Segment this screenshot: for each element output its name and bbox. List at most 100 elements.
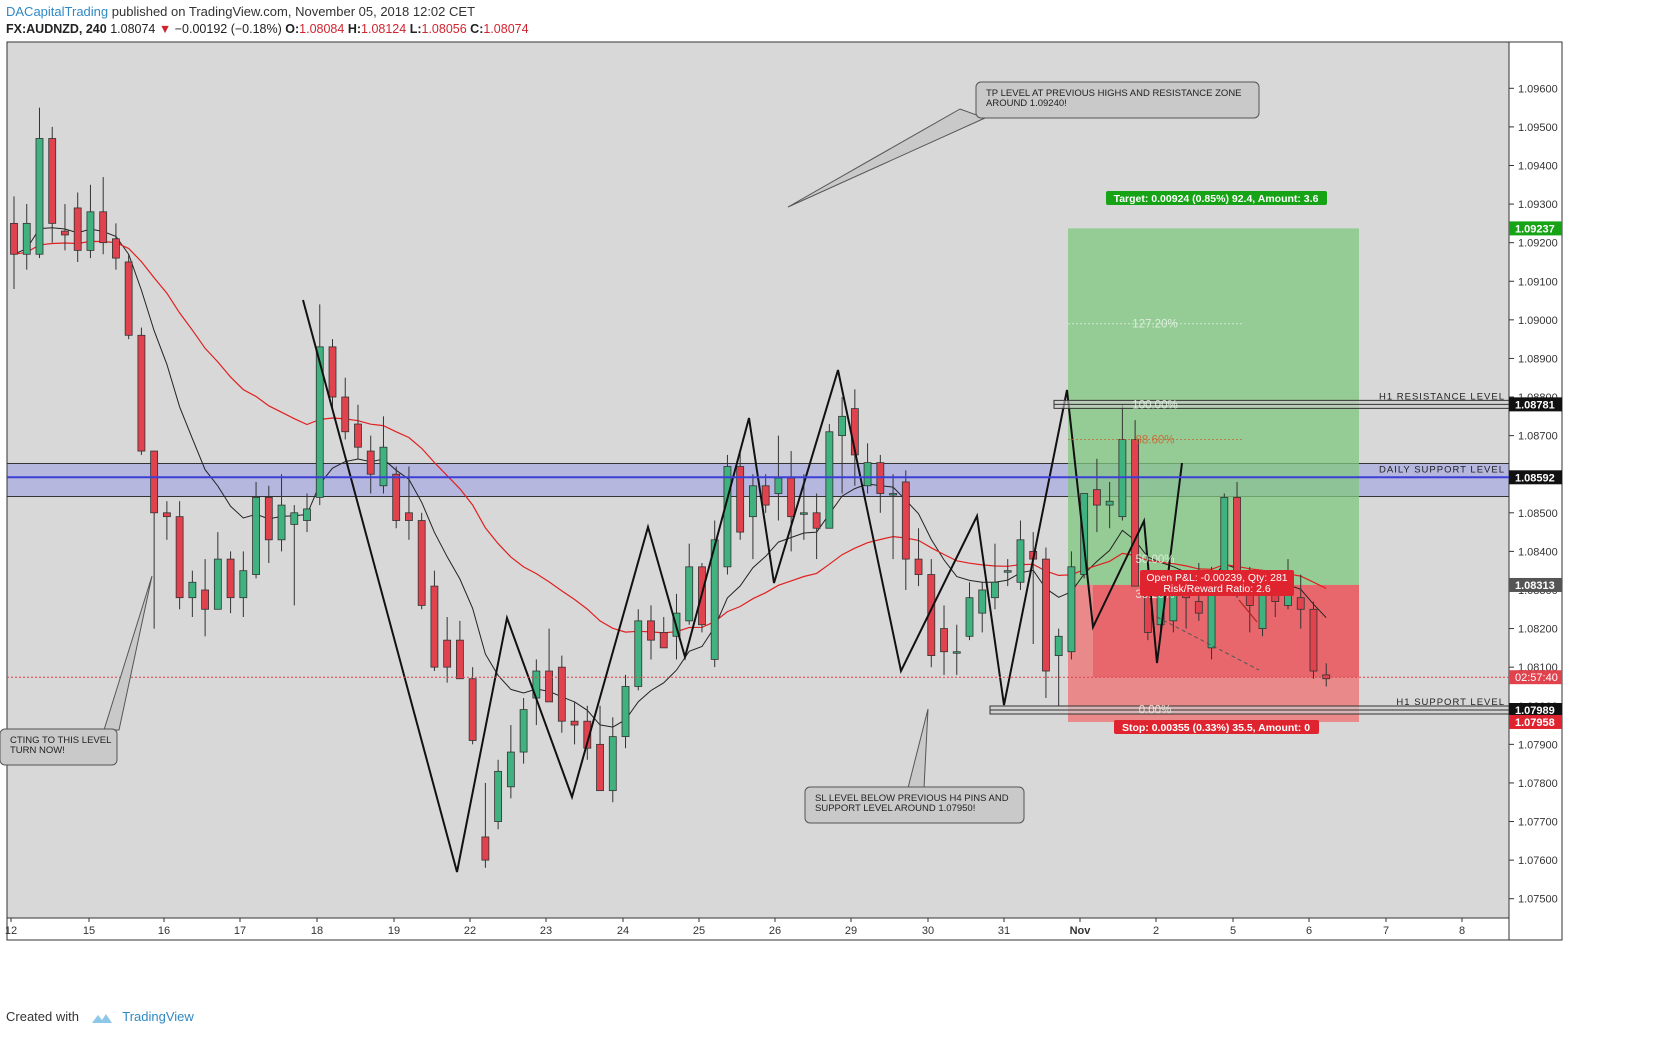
candle-body — [137, 334, 146, 452]
candle-body — [124, 261, 133, 336]
candle-body — [226, 558, 235, 599]
candle-body — [978, 589, 987, 614]
candle-body — [1194, 601, 1203, 614]
y-tick-label: 1.09500 — [1518, 122, 1558, 134]
candle-body — [277, 504, 286, 541]
y-tick-label: 1.09400 — [1518, 160, 1558, 172]
target-info-text: Target: 0.00924 (0.85%) 92.4, Amount: 3.… — [1114, 193, 1319, 205]
candle-body — [723, 466, 732, 568]
tradingview-logo-icon — [91, 1013, 112, 1023]
candle-body — [443, 639, 452, 668]
candle-body — [86, 211, 95, 251]
level-price-badge — [1509, 470, 1562, 485]
time-axis — [6, 917, 1510, 941]
candle-body — [1054, 635, 1063, 656]
candle-body — [61, 230, 69, 236]
open-pnl-zone — [1093, 584, 1359, 678]
tradingview-link[interactable]: TradingView — [122, 1009, 194, 1024]
level-name: DAILY SUPPORT LEVEL — [1379, 464, 1505, 475]
candle-body — [914, 558, 923, 575]
x-tick-label: 5 — [1230, 925, 1236, 937]
candle-body — [112, 238, 120, 259]
candle-body — [392, 473, 401, 521]
candle-body — [354, 423, 362, 448]
footer: Created with TradingView — [6, 1009, 194, 1024]
level-price-label: 1.08781 — [1515, 399, 1555, 411]
candle-body — [201, 589, 210, 610]
candle-body — [341, 396, 350, 433]
fib-label: 127.20% — [1132, 319, 1177, 331]
y-tick-label: 1.07600 — [1518, 855, 1558, 867]
candle-body — [570, 720, 579, 726]
y-tick-label: 1.09200 — [1518, 238, 1558, 250]
candle-body — [252, 496, 260, 575]
candle-body — [889, 493, 897, 496]
level-name: H1 RESISTANCE LEVEL — [1379, 391, 1505, 402]
stop-info-text: Stop: 0.00355 (0.33%) 35.5, Amount: 0 — [1122, 722, 1310, 734]
candle-body — [1131, 439, 1140, 587]
x-tick-label: 26 — [769, 925, 781, 937]
candle-body — [315, 346, 324, 498]
x-tick-label: 7 — [1383, 925, 1389, 937]
candle-body — [303, 508, 311, 521]
x-tick-label: 30 — [922, 925, 934, 937]
last-price: 1.08074 — [110, 22, 156, 36]
candle-body — [213, 558, 222, 610]
reacting-note-box — [0, 728, 118, 766]
author-link[interactable]: DACapitalTrading — [6, 4, 109, 19]
candle-body — [366, 450, 375, 475]
candle-body — [761, 485, 770, 506]
candle-body — [1042, 558, 1050, 672]
reacting-note-text: TURN NOW! — [10, 745, 65, 756]
ema-fast-line — [13, 227, 1327, 728]
candle-body — [1003, 570, 1012, 573]
sl-note-text: SL LEVEL BELOW PREVIOUS H4 PINS AND — [815, 793, 1009, 804]
candle-body — [557, 666, 566, 722]
reacting-note-text: CTING TO THIS LEVEL — [10, 735, 111, 746]
tp-note-text: AROUND 1.09240! — [986, 98, 1067, 109]
candle-body — [685, 566, 694, 622]
countdown-badge — [1509, 670, 1562, 685]
candle-body — [1080, 493, 1089, 575]
x-tick-label: 29 — [845, 925, 857, 937]
level-price-badge — [1509, 702, 1562, 717]
y-tick-label: 1.08400 — [1518, 546, 1558, 558]
candle-body — [799, 512, 808, 515]
level-price-badge — [1509, 397, 1562, 412]
price-chart[interactable]: 1.07500 1.07600 1.07700 1.07800 1.07900 1.080… — [0, 0, 1669, 1000]
candle-body — [991, 581, 999, 599]
low-value: 1.08056 — [421, 22, 467, 36]
fib-label: 0.00% — [1139, 705, 1172, 717]
x-tick-label: 12 — [5, 925, 17, 937]
candle-body — [736, 466, 745, 533]
candle-body — [659, 632, 668, 649]
open-value: 1.08084 — [299, 22, 345, 36]
candle-body — [35, 138, 44, 255]
rr-info-text: Risk/Reward Ratio: 2.6 — [1163, 583, 1271, 595]
candle-body — [596, 743, 604, 792]
candle-body — [710, 539, 719, 660]
candle-body — [634, 620, 643, 687]
candle-body — [1309, 608, 1318, 672]
candle-body — [290, 512, 299, 525]
x-tick-label: 22 — [464, 925, 476, 937]
position-price-label: 1.09237 — [1515, 223, 1555, 235]
tp-note-tail — [787, 108, 987, 208]
candle-body — [264, 496, 273, 541]
candle-body — [239, 570, 248, 599]
candle-body — [1093, 489, 1101, 506]
candle-body — [48, 138, 57, 224]
y-tick-label: 1.09300 — [1518, 199, 1558, 211]
candle-body — [22, 222, 31, 255]
x-tick-label: 2 — [1153, 925, 1159, 937]
candle-body — [1322, 674, 1331, 680]
x-tick-label: 25 — [693, 925, 705, 937]
position-price-label: 1.07958 — [1515, 717, 1555, 729]
candle-body — [188, 581, 197, 599]
publish-info: DACapitalTrading published on TradingVie… — [6, 4, 475, 19]
position-price-badge — [1509, 577, 1562, 592]
x-tick-label: 18 — [311, 925, 323, 937]
fib-label: 88.60% — [1135, 434, 1174, 446]
candle-body — [621, 686, 630, 738]
symbol-label: FX:AUDNZD, 240 — [6, 22, 107, 36]
